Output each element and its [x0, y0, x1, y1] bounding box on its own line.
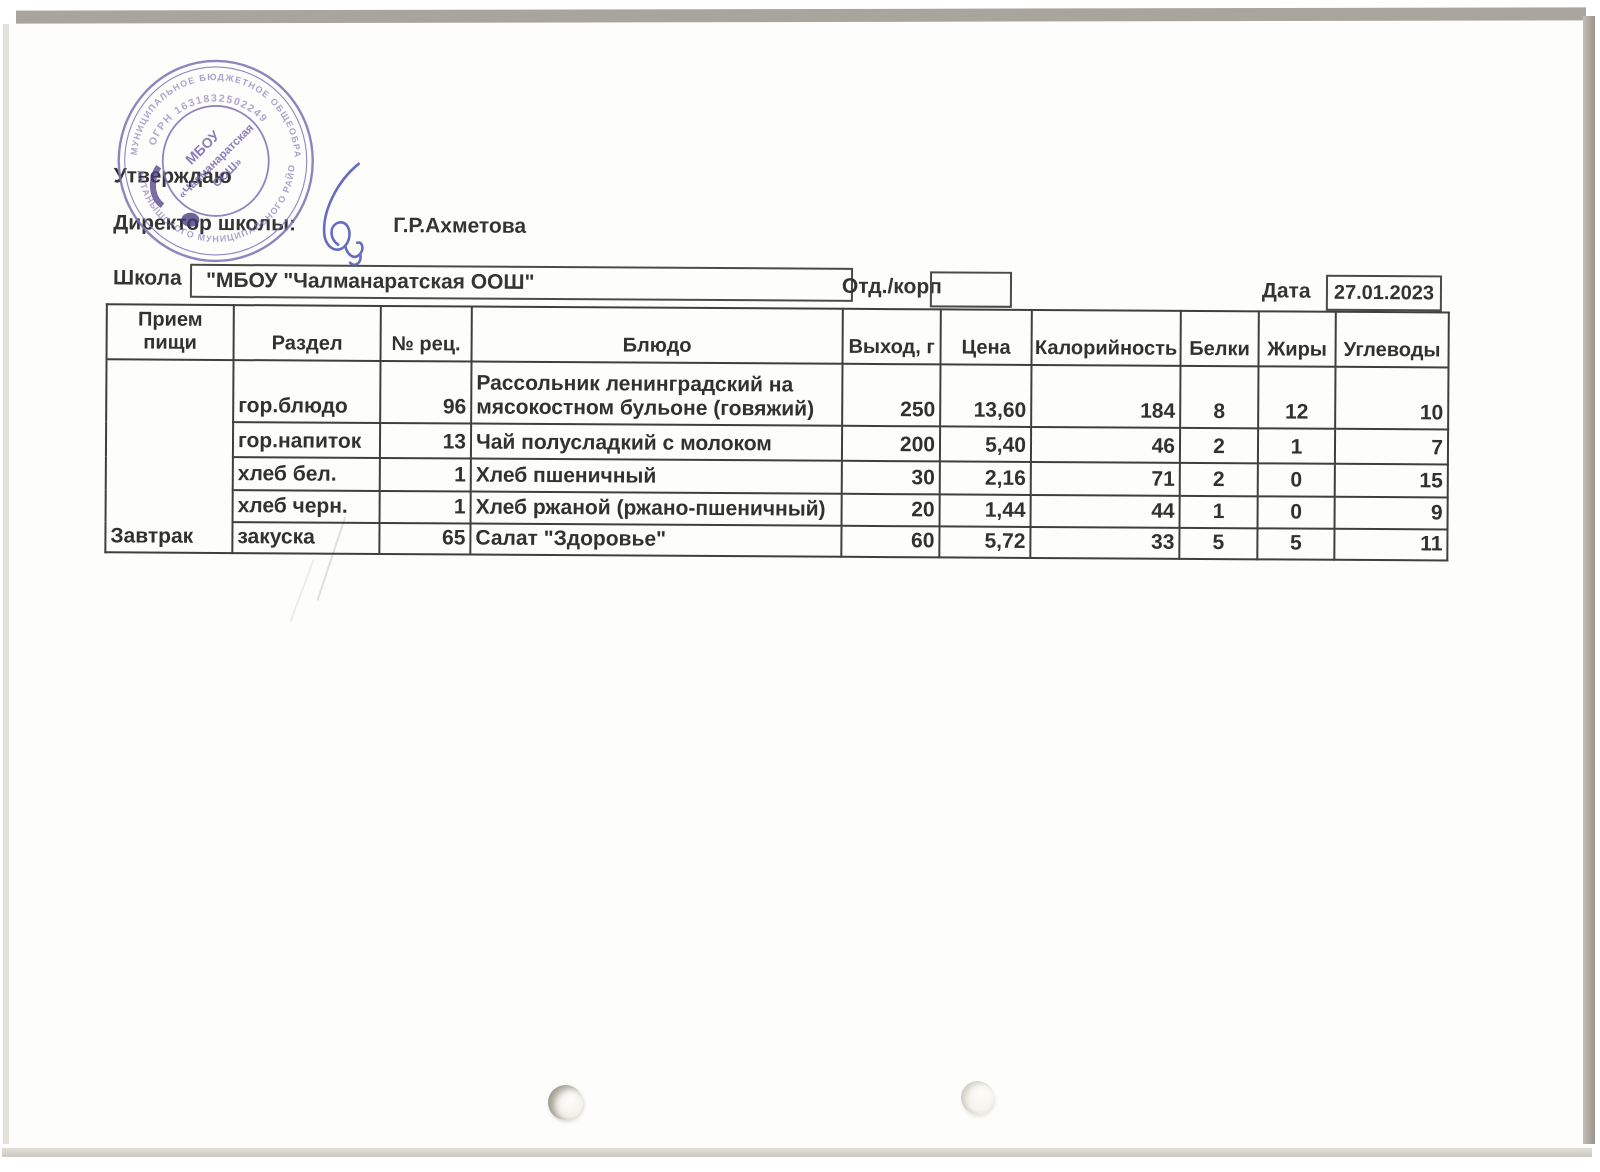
punch-hole [548, 1085, 583, 1120]
protein-cell: 5 [1179, 527, 1258, 560]
header-out: Выход, г [842, 308, 941, 365]
protein-cell: 8 [1180, 365, 1259, 429]
fat-cell: 5 [1257, 528, 1335, 560]
fat-cell: 0 [1257, 463, 1335, 497]
pencil-scratch [289, 559, 315, 622]
out-cell: 60 [841, 525, 940, 558]
price-cell: 5,72 [939, 526, 1031, 558]
punch-hole [961, 1081, 994, 1114]
header-rec: № рец. [380, 305, 472, 362]
header-dish: Блюдо [471, 306, 843, 364]
carbs-cell: 7 [1334, 428, 1449, 465]
ink-blot [181, 212, 200, 227]
director-signature [322, 162, 364, 267]
out-cell: 30 [841, 460, 940, 495]
protein-cell: 1 [1179, 495, 1258, 529]
scan-edge-left [3, 24, 9, 1144]
date-value: 27.01.2023 [1333, 281, 1435, 304]
date-value-box: 27.01.2023 [1325, 274, 1443, 312]
kcal-cell: 44 [1030, 494, 1180, 528]
fat-cell: 12 [1258, 366, 1336, 429]
header-kcal: Калорийность [1031, 309, 1181, 366]
header-section: Раздел [233, 305, 381, 361]
carbs-cell: 11 [1334, 528, 1448, 561]
carbs-cell: 10 [1335, 366, 1449, 430]
out-cell: 250 [842, 363, 941, 427]
meal-cell: Завтрак [105, 359, 234, 554]
rec-cell: 1 [379, 457, 471, 492]
header-meal: Прием пищи [106, 304, 234, 361]
round-stamp: МУНИЦИПАЛЬНОЕ БЮДЖЕТНОЕ ОБЩЕОБРАЗОВАТЕЛЬ… [114, 56, 314, 263]
school-value: "МБОУ "Чалманаратская ООШ" [205, 268, 535, 294]
school-value-box: "МБОУ "Чалманаратская ООШ" [189, 263, 854, 302]
fat-cell: 0 [1257, 496, 1335, 529]
scanned-sheet [9, 22, 1583, 1148]
rec-cell: 1 [379, 490, 471, 524]
section-cell: закуска [232, 522, 380, 554]
menu-table-body: Завтрак гор.блюдо 96 Рассольник ленинградск… [105, 359, 1449, 561]
header-carbs: Углеводы [1335, 311, 1449, 368]
dish-cell: Хлеб ржаной (ржано-пшеничный) [470, 491, 842, 526]
dish-cell: Хлеб пшеничный [470, 458, 842, 494]
dish-cell: Салат "Здоровье" [470, 523, 842, 557]
scan-edge-right [1583, 16, 1595, 1144]
protein-cell: 2 [1179, 462, 1258, 497]
price-cell: 5,40 [939, 426, 1032, 462]
dept-label: Отд./корп [841, 274, 942, 299]
section-cell: хлеб бел. [232, 457, 380, 491]
rec-cell: 96 [380, 360, 472, 424]
header-row: Прием пищи Раздел № рец. Блюдо Выход, г … [106, 304, 1449, 368]
price-cell: 13,60 [940, 364, 1032, 427]
dish-cell: Чай полусладкий с молоком [470, 423, 843, 461]
header-fat: Жиры [1258, 311, 1336, 367]
director-name: Г.Р.Ахметова [393, 214, 527, 238]
ink-blot [150, 164, 165, 209]
dept-value-box [929, 271, 1013, 308]
carbs-cell: 9 [1334, 496, 1448, 530]
rec-cell: 65 [379, 522, 471, 555]
kcal-cell: 46 [1030, 426, 1181, 463]
price-cell: 2,16 [939, 461, 1031, 495]
table-row: Завтрак гор.блюдо 96 Рассольник ленинградск… [105, 359, 1449, 554]
header-protein: Белки [1180, 310, 1259, 367]
fat-cell: 1 [1257, 428, 1336, 464]
menu-table: Прием пищи Раздел № рец. Блюдо Выход, г … [104, 303, 1450, 561]
section-cell: гор.блюдо [233, 360, 381, 423]
kcal-cell: 184 [1031, 364, 1181, 428]
protein-cell: 2 [1179, 427, 1259, 464]
price-cell: 1,44 [939, 494, 1031, 527]
out-cell: 200 [841, 425, 941, 462]
section-cell: гор.напиток [232, 422, 381, 458]
kcal-cell: 33 [1030, 526, 1180, 559]
school-label: Школа [112, 266, 182, 290]
header-price: Цена [940, 309, 1032, 365]
rec-cell: 13 [379, 422, 472, 459]
out-cell: 20 [841, 493, 940, 527]
date-label: Дата [1261, 279, 1311, 303]
kcal-cell: 71 [1030, 461, 1180, 496]
carbs-cell: 15 [1334, 463, 1448, 498]
scan-edge-bottom [2, 1148, 1592, 1157]
dish-cell: Рассольник ленинградский на мясокостном … [471, 361, 843, 426]
section-cell: хлеб черн. [232, 490, 380, 523]
